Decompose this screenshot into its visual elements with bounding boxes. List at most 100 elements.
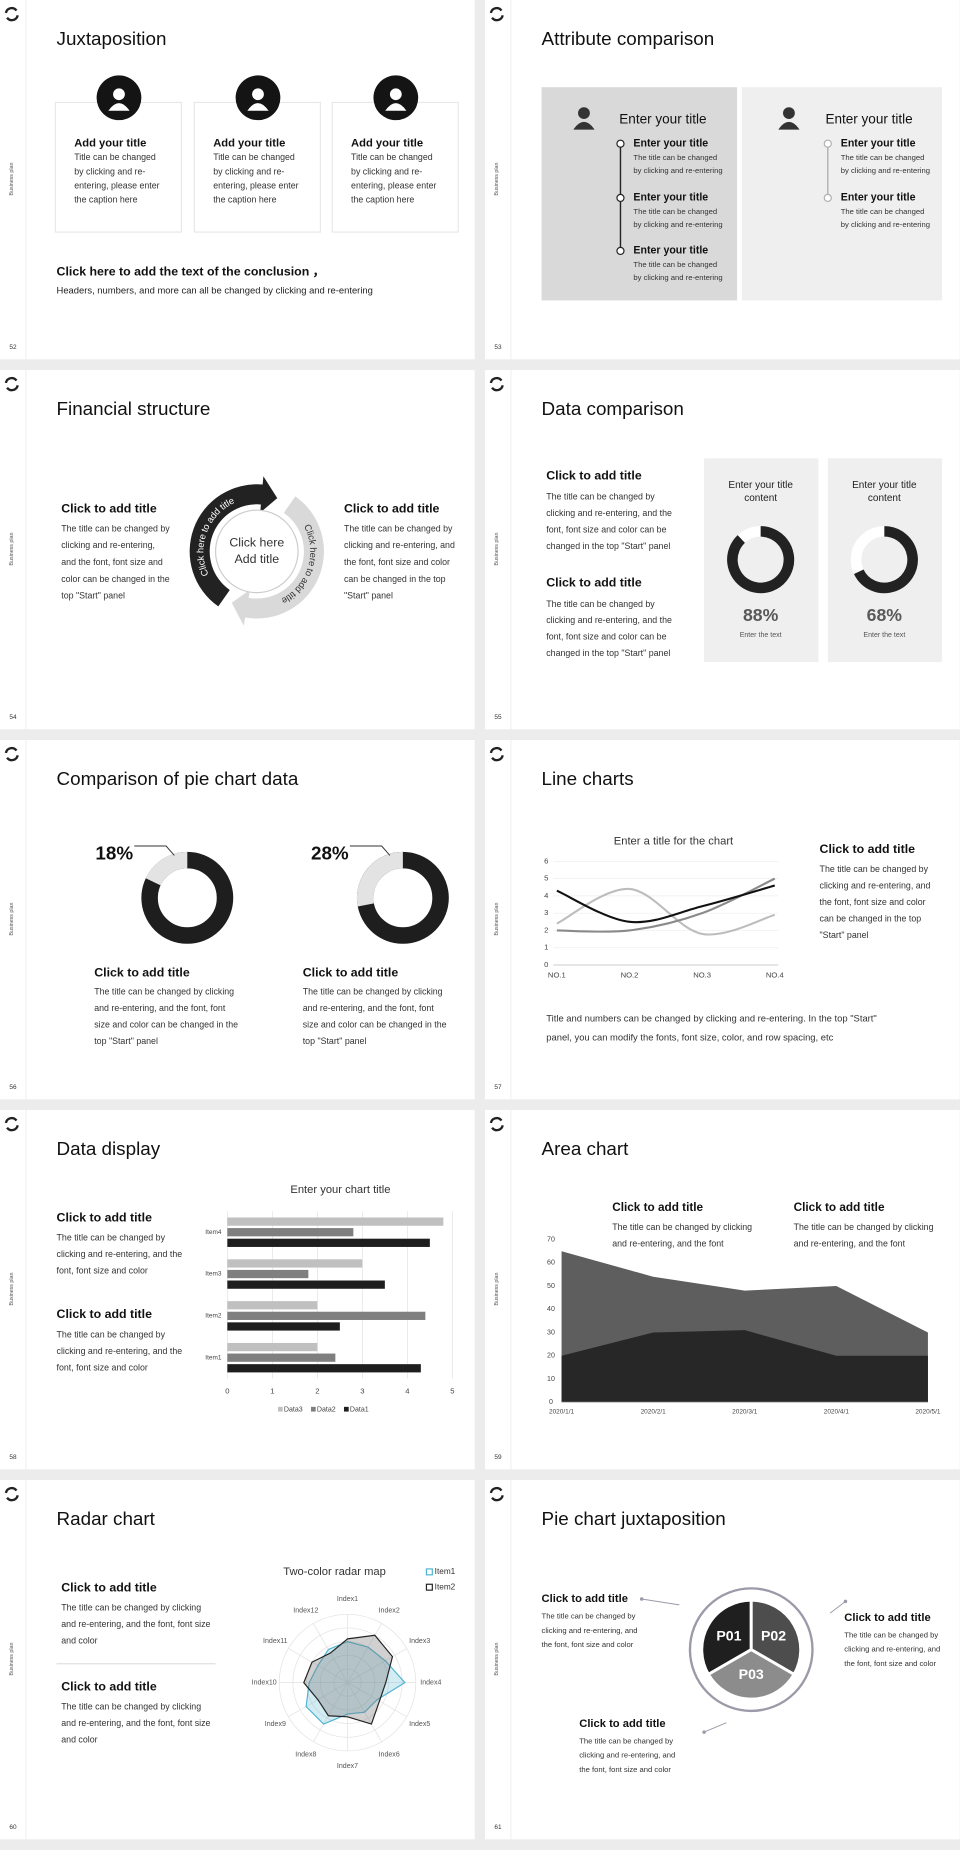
side-label: Business plan [494,903,500,936]
panel [541,87,738,301]
radar-label: Index9 [265,1721,286,1728]
block-text: size and color can be changed in the [303,1019,447,1029]
radar-label: Index11 [263,1638,288,1645]
connector [641,1598,680,1606]
block-text: The title can be changed by clicking [794,1222,934,1232]
icon-body [778,121,800,130]
block-text: by clicking and re- [74,166,145,176]
y-tick-label: Item4 [205,1229,222,1236]
block-text: and color [61,1735,97,1745]
caption: Enter the text [863,632,905,639]
bar [227,1259,363,1268]
block-text: "Start" panel [344,591,393,601]
connector [703,1722,727,1733]
block-text: and re-entering, and the font, font size [61,1718,210,1728]
x-tick-label: 2020/1/1 [549,1408,575,1415]
block-title: Click to add title [61,501,157,515]
radar-label: Index5 [409,1721,430,1728]
slide: Business plan 58 Data display Click to add … [0,1110,475,1470]
logo [489,746,504,762]
block-text: the font, font size and color [844,1659,936,1668]
x-tick-label: 0 [225,1387,229,1396]
slide-background [0,740,475,1100]
slide: Business plan 53 Attribute comparison Enter… [485,0,960,360]
leader-line [134,845,175,856]
page-number: 59 [494,1454,502,1461]
conclusion-text: Headers, numbers, and more can all be ch… [57,284,373,295]
x-tick-label: 3 [360,1387,364,1396]
y-tick-label: 50 [547,1283,555,1290]
block-text: top "Start" panel [303,1036,367,1046]
y-tick-label: 70 [547,1236,555,1243]
outer-ring [688,1587,814,1713]
leader-line [349,845,391,856]
block-title: Click to add title [57,1211,153,1225]
side-label: Business plan [494,163,500,196]
logo [489,1116,504,1132]
page-number: 60 [9,1824,17,1831]
timeline-dot [823,139,832,148]
block-text: The title can be changed by clicking [61,1603,201,1613]
block-title: Click to add title [94,966,190,980]
block-text: by clicking and re- [213,166,284,176]
area-series [561,1330,928,1403]
bar [227,1353,336,1362]
block-title: Click to add title [820,842,916,856]
block-text: The title can be changed by [844,1631,938,1640]
page-number: 56 [9,1084,17,1091]
block-text: The title can be changed by [57,1233,166,1243]
block-text: the caption here [74,195,137,205]
x-tick-label: 4 [405,1387,410,1396]
slide-title: Financial structure [57,398,211,419]
icon-body [247,103,269,111]
y-tick-label: 30 [547,1329,555,1336]
slide-title: Pie chart juxtaposition [542,1508,726,1529]
x-tick-label: 1 [270,1387,274,1396]
block-title: Add your title [74,138,146,150]
y-tick-label: 60 [547,1260,555,1267]
block-title: Click to add title [612,1201,703,1214]
block-text: The title can be changed [841,207,925,216]
bar [227,1280,385,1289]
y-tick-label: 40 [547,1306,555,1313]
block-text: the font, font size and color [579,1765,671,1774]
block-text: the font, font size and color [344,557,450,567]
slide: Business plan 59 Area chart Click to add ti… [485,1110,960,1470]
line-series [556,884,776,924]
block-text: The title can be changed [633,207,717,216]
timeline-dot [616,246,625,256]
pie-segment [706,1647,797,1701]
panel-title: Enter your title [825,112,912,127]
icon-head [389,88,402,101]
bar [227,1269,309,1279]
slide: Business plan 60 Radar chart Click to add t… [0,1480,475,1840]
side-label: Business plan [9,1643,15,1676]
slide: Business plan 61 Pie chart juxtaposition P0… [485,1480,960,1840]
x-tick-label: 5 [450,1387,454,1396]
segment-label: P03 [739,1666,764,1682]
panel-title: Enter your title [619,112,706,127]
block-text: top "Start" panel [61,591,125,601]
block-text: font, font size and color [57,1266,148,1276]
y-tick-label: 0 [544,960,548,969]
block-title: Click to add title [579,1718,665,1730]
block-text: Title can be changed [213,152,295,162]
block-text: can be changed in the top [820,913,922,923]
logo [489,6,504,22]
bar [227,1217,444,1226]
side-label: Business plan [494,533,500,566]
block-text: by clicking and re- [351,166,422,176]
block-text: by clicking and re-entering [633,273,722,282]
x-tick-label: 2020/4/1 [824,1408,850,1415]
cycle-arrow-light [231,496,324,626]
chart-title: Enter your chart title [290,1184,390,1196]
icon-body [108,103,130,111]
block-text: and re-entering, and the font, font [303,1003,435,1013]
slide-title: Juxtaposition [57,28,167,49]
slide-title: Line charts [542,768,634,789]
radar-label: Index3 [409,1638,430,1645]
panel-title: Enter your title [852,480,917,491]
bar [227,1364,421,1373]
block-text: The title can be changed by [61,523,170,533]
connector-dot [843,1599,848,1604]
